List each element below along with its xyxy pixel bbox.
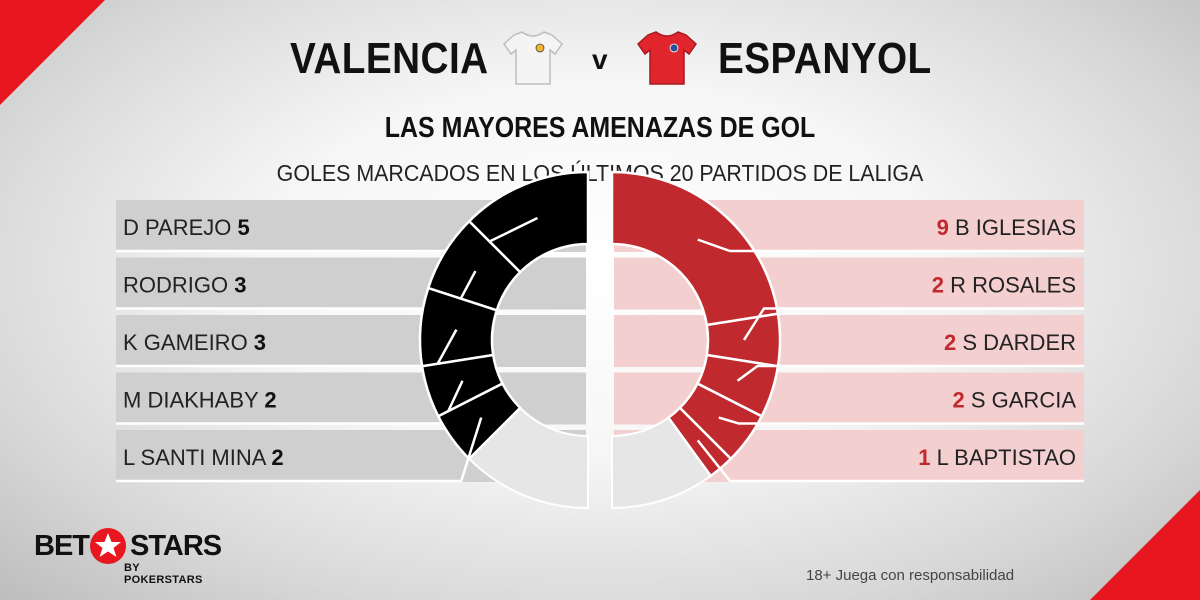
away-player-label: 2 S GARCIA (953, 388, 1077, 413)
red-jersey-icon (637, 31, 697, 85)
away-leader-line (696, 439, 1084, 483)
away-player-bar (614, 315, 1084, 367)
away-player-label: 1 L BAPTISTAO (918, 445, 1076, 470)
chart-subtitle: GOLES MARCADOS EN LOS ÚLTIMOS 20 PARTIDO… (276, 160, 924, 186)
goal-count: 2 (932, 273, 944, 298)
away-player-label: 9 B IGLESIAS (937, 215, 1076, 240)
player-name: L BAPTISTAO (931, 445, 1076, 470)
player-name: L SANTI MINA (123, 445, 271, 470)
goal-count: 3 (254, 330, 266, 355)
away-leader-line (736, 364, 1084, 382)
logo-text-stars: STARS (130, 530, 222, 562)
logo-subtext: BY POKERSTARS (124, 562, 203, 586)
goal-count: 5 (238, 215, 250, 240)
goal-count: 9 (937, 215, 949, 240)
home-player-label: L SANTI MINA 2 (123, 445, 284, 470)
goal-count: 1 (918, 445, 930, 470)
home-leader-line (116, 417, 483, 483)
player-name: R ROSALES (944, 273, 1076, 298)
away-team-name: ESPANYOL (718, 34, 932, 83)
home-player-label: RODRIGO 3 (123, 273, 246, 298)
home-player-label: K GAMEIRO 3 (123, 330, 266, 355)
white-jersey-icon (503, 31, 563, 85)
logo-text-bet: BET (34, 530, 90, 562)
goal-count: 2 (271, 445, 283, 470)
goal-count: 2 (944, 330, 956, 355)
player-name: D PAREJO (123, 215, 238, 240)
player-name: S GARCIA (965, 388, 1077, 413)
away-player-label: 2 R ROSALES (932, 273, 1076, 298)
goal-count: 2 (953, 388, 965, 413)
home-player-label: D PAREJO 5 (123, 215, 250, 240)
responsible-gambling-notice: 18+ Juega con responsabilidad (806, 567, 1015, 584)
away-leader-line (718, 416, 1084, 425)
bottom-right-accent (1090, 490, 1200, 600)
goal-count: 2 (264, 388, 276, 413)
home-player-label: M DIAKHABY 2 (123, 388, 277, 413)
top-left-accent (0, 0, 105, 105)
away-leader-line (742, 307, 1084, 341)
player-name: K GAMEIRO (123, 330, 254, 355)
player-name: S DARDER (956, 330, 1076, 355)
home-team-name: VALENCIA (290, 34, 489, 83)
red-star-icon (90, 528, 126, 564)
away-player-label: 2 S DARDER (944, 330, 1076, 355)
versus-label: v (592, 44, 608, 75)
away-leader-line (697, 238, 1084, 253)
chart-title: LAS MAYORES AMENAZAS DE GOL (384, 112, 816, 144)
goal-count: 3 (234, 273, 246, 298)
home-player-bar (116, 315, 586, 367)
player-name: M DIAKHABY (123, 388, 264, 413)
player-name: RODRIGO (123, 273, 234, 298)
match-header: VALENCIA v ESPANYOL (0, 28, 1200, 88)
player-name: B IGLESIAS (949, 215, 1076, 240)
